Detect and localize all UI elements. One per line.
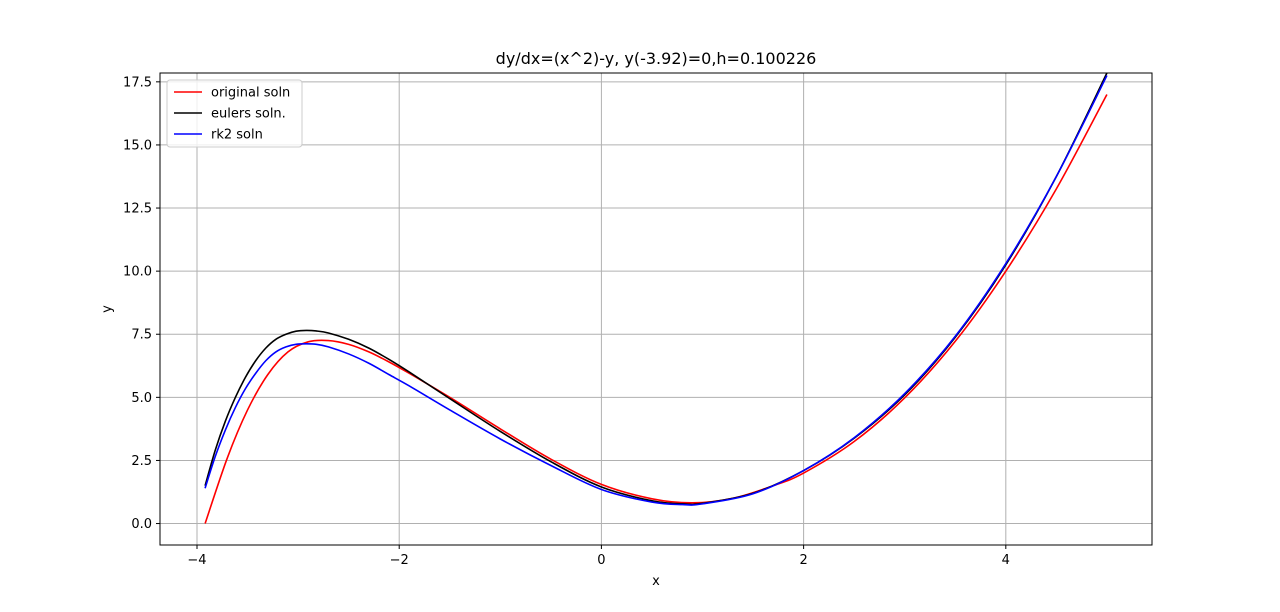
ticks: −4 −2 0 2 4 0.0 2.5 5.0 7.5 10.0 12.5 15.0 17.5 xyxy=(123,75,1010,568)
x-tick-label: 0 xyxy=(597,553,605,568)
grid xyxy=(160,73,1152,545)
y-tick-label: 5.0 xyxy=(131,391,152,406)
y-tick-label: 17.5 xyxy=(123,75,152,90)
y-tick-label: 2.5 xyxy=(131,454,152,469)
y-tick-label: 0.0 xyxy=(131,517,152,532)
x-axis-label: x xyxy=(652,574,660,589)
plot-area xyxy=(159,72,1153,546)
x-tick-label: 4 xyxy=(1002,553,1010,568)
series-line-2 xyxy=(204,75,1108,506)
series-lines xyxy=(204,72,1108,524)
x-tick-label: −4 xyxy=(187,553,206,568)
legend-label: original soln xyxy=(211,86,290,101)
y-tick-label: 15.0 xyxy=(123,138,152,153)
y-tick-label: 10.0 xyxy=(123,265,152,280)
y-tick-label: 7.5 xyxy=(131,328,152,343)
legend-label: eulers soln. xyxy=(211,107,286,122)
chart-title: dy/dx=(x^2)-y, y(-3.92)=0,h=0.100226 xyxy=(496,49,817,68)
legend-box xyxy=(166,79,303,148)
y-tick-label: 12.5 xyxy=(123,202,152,217)
legend-label: rk2 soln xyxy=(211,128,263,143)
y-axis-label: y xyxy=(100,305,115,313)
x-tick-label: −2 xyxy=(390,553,409,568)
x-tick-label: 2 xyxy=(799,553,807,568)
series-line-0 xyxy=(204,94,1108,524)
legend: original soln eulers soln. rk2 soln xyxy=(166,79,303,148)
